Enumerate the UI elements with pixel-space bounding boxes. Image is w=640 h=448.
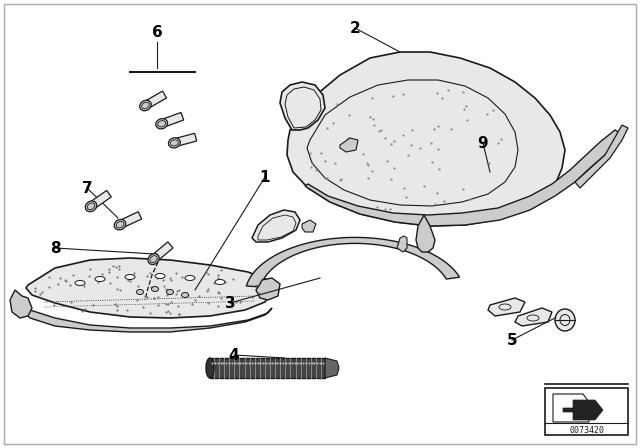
Ellipse shape [125,275,135,280]
Text: 2: 2 [349,21,360,35]
Polygon shape [280,82,325,130]
Ellipse shape [75,280,85,285]
Polygon shape [118,212,141,228]
Polygon shape [256,278,280,300]
Polygon shape [340,138,358,152]
Ellipse shape [148,254,159,264]
Polygon shape [160,112,184,128]
Polygon shape [143,91,166,109]
Ellipse shape [185,276,195,280]
Polygon shape [325,358,339,378]
Ellipse shape [182,293,189,297]
Ellipse shape [206,358,214,378]
Polygon shape [416,215,435,252]
Polygon shape [575,125,628,188]
Polygon shape [10,290,32,318]
Ellipse shape [156,119,168,129]
Text: 7: 7 [82,181,92,195]
Ellipse shape [215,280,225,284]
Text: 3: 3 [225,296,236,310]
Ellipse shape [166,289,173,294]
Ellipse shape [85,201,97,211]
Polygon shape [173,134,196,146]
Text: 0073420: 0073420 [569,426,604,435]
Polygon shape [305,130,618,226]
Polygon shape [553,394,589,422]
Text: 8: 8 [50,241,60,255]
Text: 9: 9 [477,135,488,151]
Polygon shape [252,210,300,242]
Ellipse shape [136,289,143,294]
Polygon shape [515,308,552,326]
Polygon shape [89,190,111,210]
Text: 6: 6 [152,25,163,39]
Bar [545,388,628,435]
Text: 5: 5 [507,332,517,348]
Ellipse shape [555,309,575,331]
Polygon shape [287,52,565,226]
Bar [210,358,325,378]
Polygon shape [151,242,173,262]
Polygon shape [26,258,272,318]
Text: 4: 4 [228,348,239,362]
Ellipse shape [95,276,105,281]
Polygon shape [563,400,603,420]
Ellipse shape [140,100,151,111]
Ellipse shape [114,220,126,230]
Polygon shape [397,236,407,252]
Ellipse shape [155,273,165,279]
Ellipse shape [152,287,159,292]
Ellipse shape [168,138,180,148]
Polygon shape [488,298,525,316]
Polygon shape [24,308,272,332]
Text: 1: 1 [260,169,270,185]
Polygon shape [302,220,316,232]
Polygon shape [246,237,460,287]
